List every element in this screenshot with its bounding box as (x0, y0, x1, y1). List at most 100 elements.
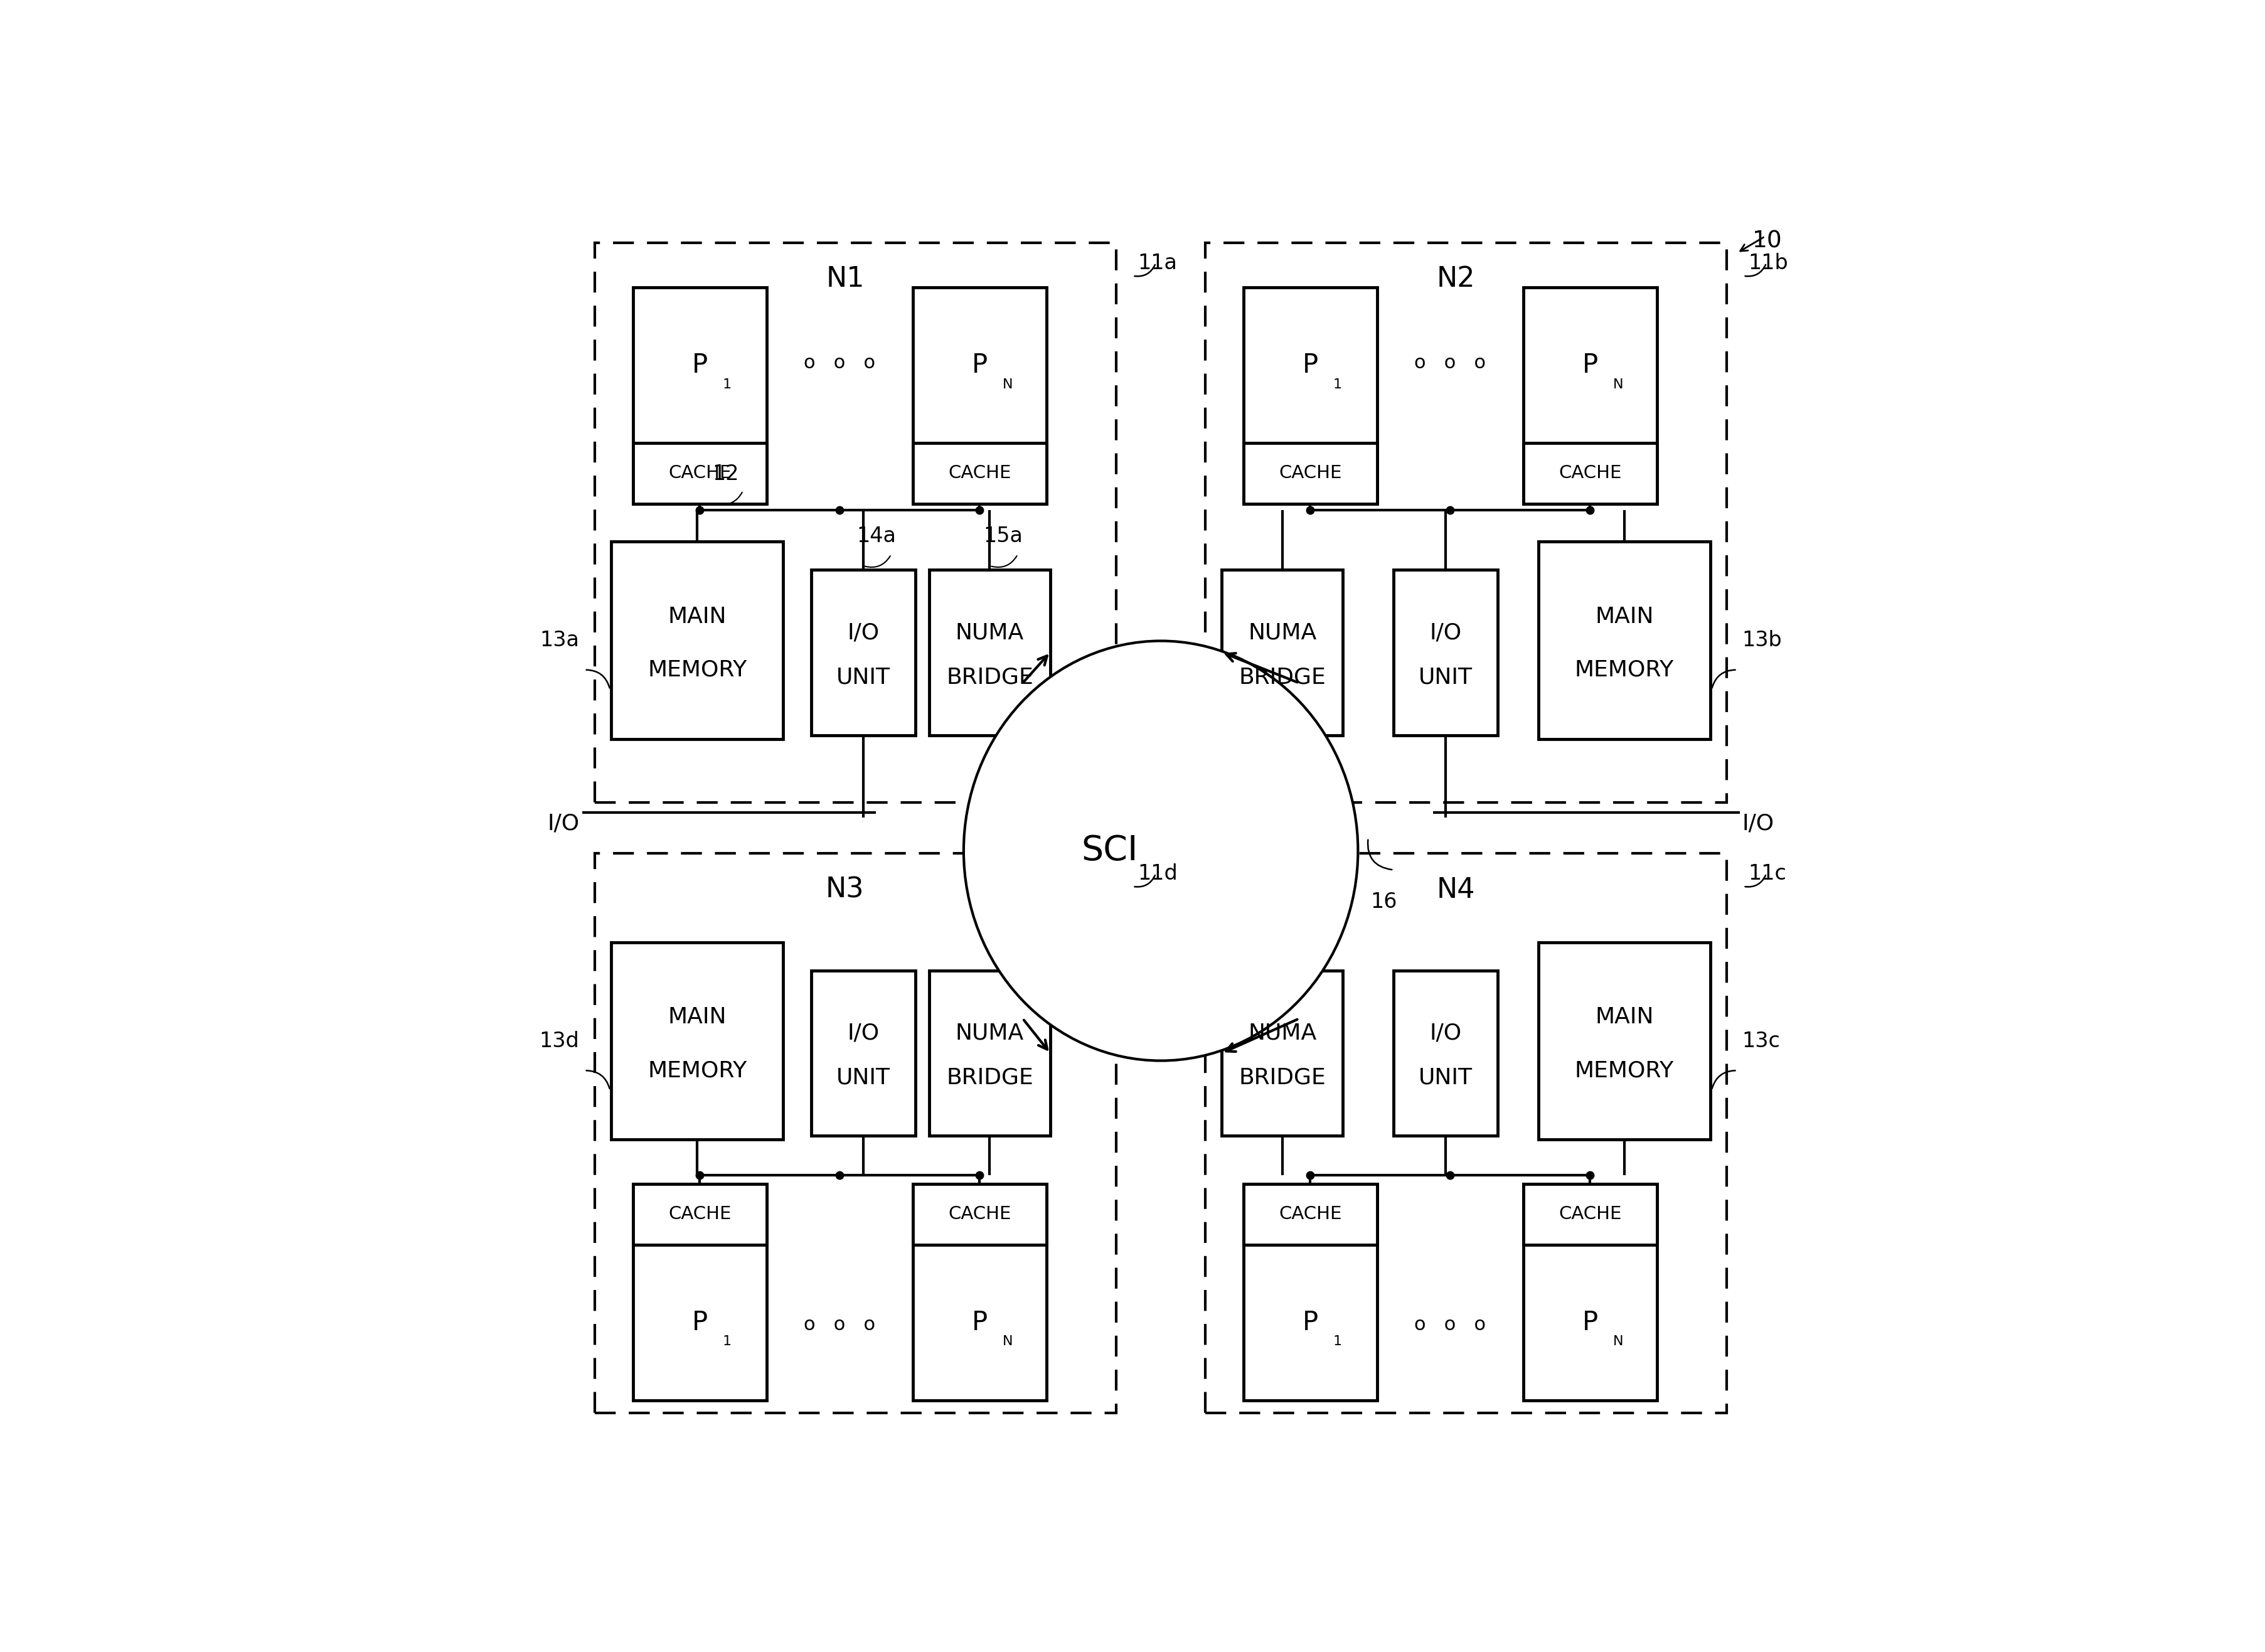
Text: 13d: 13d (539, 1031, 580, 1051)
Text: CACHE: CACHE (949, 1206, 1010, 1222)
Text: BRIDGE: BRIDGE (947, 666, 1033, 687)
Text: P: P (1302, 352, 1318, 378)
Bar (913, 443, 1046, 504)
Bar (811, 970, 915, 1135)
Text: NUMA: NUMA (956, 1023, 1024, 1044)
Bar (929, 570, 1051, 735)
Bar (1205, 243, 1726, 803)
Text: 1: 1 (1334, 378, 1341, 390)
Text: N2: N2 (1436, 266, 1475, 292)
Bar (1205, 854, 1726, 1412)
Text: BRIDGE: BRIDGE (1239, 1067, 1325, 1089)
Text: CACHE: CACHE (668, 1206, 732, 1222)
Text: 11b: 11b (1749, 253, 1789, 274)
Text: UNIT: UNIT (1418, 666, 1472, 687)
Text: N1: N1 (827, 266, 865, 292)
Text: NUMA: NUMA (1248, 621, 1316, 643)
Bar (632, 1184, 766, 1401)
Text: P: P (1302, 1310, 1318, 1336)
Text: I/O: I/O (1429, 621, 1461, 643)
Text: MEMORY: MEMORY (648, 659, 747, 681)
Text: CACHE: CACHE (1558, 1206, 1622, 1222)
Ellipse shape (963, 641, 1359, 1061)
Bar (1243, 287, 1377, 504)
Text: 13b: 13b (1742, 629, 1783, 651)
Text: I/O: I/O (1742, 813, 1773, 834)
Bar (929, 970, 1051, 1135)
Text: 10: 10 (1753, 230, 1783, 253)
Text: CACHE: CACHE (1558, 464, 1622, 482)
Text: UNIT: UNIT (836, 666, 890, 687)
Bar (811, 570, 915, 735)
Text: P: P (1583, 352, 1599, 378)
Bar (632, 287, 766, 504)
Text: 1: 1 (723, 378, 732, 390)
Bar (1221, 970, 1343, 1135)
Text: P: P (972, 1310, 988, 1336)
Text: CACHE: CACHE (1280, 1206, 1341, 1222)
Text: 13c: 13c (1742, 1031, 1780, 1051)
Bar (1524, 443, 1658, 504)
Bar (1221, 570, 1343, 735)
Text: BRIDGE: BRIDGE (1239, 666, 1325, 687)
Bar (612, 542, 784, 738)
Bar (632, 1184, 766, 1244)
Text: UNIT: UNIT (1418, 1067, 1472, 1089)
Bar (1538, 942, 1710, 1140)
Text: N: N (1613, 1335, 1624, 1348)
Text: CACHE: CACHE (1280, 464, 1341, 482)
Text: N: N (1001, 378, 1012, 390)
Bar (1538, 542, 1710, 738)
Bar (1524, 287, 1658, 504)
Text: UNIT: UNIT (836, 1067, 890, 1089)
Text: CACHE: CACHE (668, 464, 732, 482)
Text: P: P (1583, 1310, 1599, 1336)
Text: CACHE: CACHE (949, 464, 1010, 482)
Text: N3: N3 (827, 876, 865, 904)
Text: MAIN: MAIN (1595, 606, 1653, 628)
Text: 15a: 15a (983, 525, 1024, 547)
Text: o   o   o: o o o (1413, 354, 1486, 372)
Text: I/O: I/O (847, 621, 879, 643)
Bar (913, 287, 1046, 504)
Text: 11a: 11a (1137, 253, 1178, 274)
Bar (1393, 570, 1497, 735)
Text: N4: N4 (1436, 876, 1475, 904)
Text: P: P (972, 352, 988, 378)
Text: P: P (691, 352, 707, 378)
Text: I/O: I/O (847, 1023, 879, 1044)
Text: 13a: 13a (539, 629, 580, 651)
Text: 11c: 11c (1749, 864, 1787, 884)
Text: I/O: I/O (1429, 1023, 1461, 1044)
Text: MEMORY: MEMORY (1574, 1061, 1674, 1080)
Text: o   o   o: o o o (804, 1315, 874, 1333)
Text: MEMORY: MEMORY (648, 1061, 747, 1080)
Text: P: P (691, 1310, 707, 1336)
Text: 1: 1 (723, 1335, 732, 1348)
Bar (612, 942, 784, 1140)
Bar (913, 1184, 1046, 1401)
Bar (1243, 1184, 1377, 1244)
Bar (596, 243, 1117, 803)
Text: 1: 1 (1334, 1335, 1341, 1348)
Bar (1243, 1184, 1377, 1401)
Bar (596, 854, 1117, 1412)
Bar (1393, 970, 1497, 1135)
Text: I/O: I/O (548, 813, 580, 834)
Text: NUMA: NUMA (1248, 1023, 1316, 1044)
Text: BRIDGE: BRIDGE (947, 1067, 1033, 1089)
Text: MAIN: MAIN (1595, 1006, 1653, 1028)
Text: o   o   o: o o o (1413, 1315, 1486, 1333)
Text: 12: 12 (713, 464, 738, 484)
Text: N: N (1613, 378, 1624, 390)
Text: SCI: SCI (1083, 834, 1139, 867)
Text: MEMORY: MEMORY (1574, 659, 1674, 681)
Bar (1524, 1184, 1658, 1244)
Bar (1243, 443, 1377, 504)
Bar (1524, 1184, 1658, 1401)
Text: 11d: 11d (1137, 864, 1178, 884)
Text: NUMA: NUMA (956, 621, 1024, 643)
Text: N: N (1001, 1335, 1012, 1348)
Text: o   o   o: o o o (804, 354, 874, 372)
Text: MAIN: MAIN (668, 606, 727, 628)
